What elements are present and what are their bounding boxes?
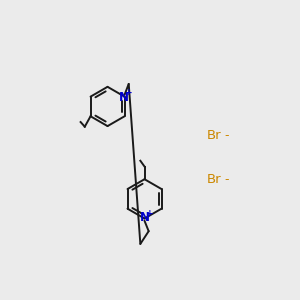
Text: +: + <box>146 209 153 218</box>
Text: Br: Br <box>207 173 221 186</box>
Text: Br: Br <box>207 129 221 142</box>
Text: -: - <box>224 129 229 142</box>
Text: N: N <box>119 91 129 104</box>
Text: N: N <box>140 211 149 224</box>
Text: +: + <box>125 88 133 97</box>
Text: -: - <box>224 173 229 186</box>
